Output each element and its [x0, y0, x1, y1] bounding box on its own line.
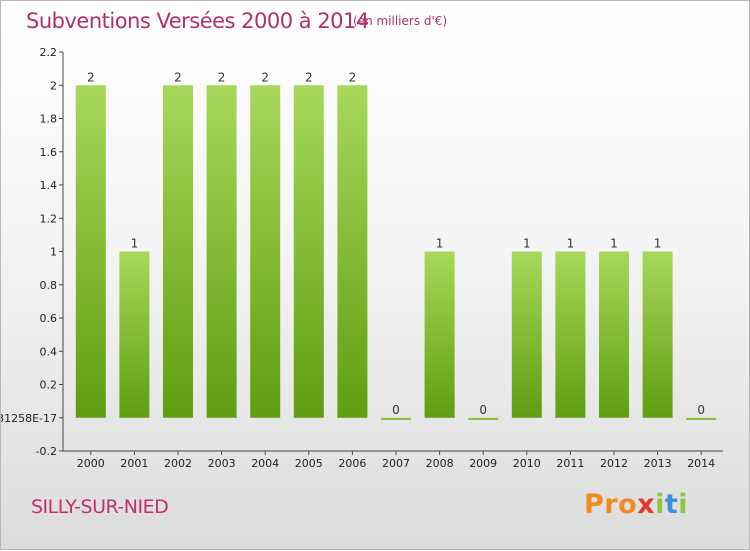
bar [599, 251, 629, 418]
bar [119, 251, 150, 418]
x-tick-label: 2006 [338, 457, 366, 470]
x-tick-label: 2012 [600, 457, 628, 470]
unit-note: (en milliers d'€) [353, 14, 448, 28]
y-tick-label: 0.8 [40, 279, 58, 292]
x-tick-label: 2008 [426, 457, 454, 470]
y-tick-label: 2 [50, 79, 57, 92]
bar [337, 85, 368, 418]
x-tick-label: 2003 [208, 457, 236, 470]
bar [163, 85, 193, 418]
proxiti-logo: Proxiti [584, 489, 689, 520]
bar-data-label: 1 [523, 237, 531, 251]
bar [381, 417, 411, 420]
y-tick-label: 1.2 [40, 212, 58, 225]
y-tick-label: 0.6 [40, 312, 58, 325]
chart-title: Subventions Versées 2000 à 2014 [26, 9, 369, 33]
bar [424, 251, 455, 418]
bar [555, 251, 586, 418]
y-tick-label: -0.2 [36, 445, 57, 458]
bar-data-label: 2 [87, 70, 95, 84]
bar-data-label: 0 [479, 403, 487, 417]
bar-data-label: 1 [610, 237, 618, 251]
y-tick-label: 1.6 [40, 146, 58, 159]
x-tick-label: 2010 [513, 457, 541, 470]
bar [206, 85, 237, 418]
x-tick-label: 2004 [251, 457, 279, 470]
x-tick-label: 2007 [382, 457, 410, 470]
y-tick-label: 2.2 [40, 46, 58, 59]
x-tick-label: 2005 [295, 457, 323, 470]
x-tick-label: 2011 [556, 457, 584, 470]
y-tick-label: 1.8 [40, 113, 58, 126]
y-tick-label: 0.2 [40, 379, 58, 392]
bar-data-label: 2 [349, 70, 357, 84]
x-tick-label: 2013 [644, 457, 672, 470]
x-tick-label: 2001 [120, 457, 148, 470]
bar-data-label: 0 [392, 403, 400, 417]
bar-data-label: 2 [218, 70, 226, 84]
y-tick-label: 1.4 [40, 179, 58, 192]
bar [293, 85, 324, 418]
bar-data-label: 2 [261, 70, 269, 84]
bar-data-label: 1 [654, 237, 662, 251]
bar-data-label: 1 [131, 237, 139, 251]
bar [250, 85, 281, 418]
y-tick-label: 0.4 [40, 345, 58, 358]
bar [468, 417, 499, 420]
bar [75, 85, 106, 418]
x-tick-label: 2009 [469, 457, 497, 470]
y-tick-label: 1 [50, 246, 57, 259]
bar-data-label: 1 [567, 237, 575, 251]
bar-data-label: 1 [436, 237, 444, 251]
bar [686, 417, 717, 420]
x-tick-label: 2014 [687, 457, 715, 470]
x-tick-label: 2000 [77, 457, 105, 470]
bar-data-label: 0 [697, 403, 705, 417]
y-tick-label: -5.5511151231258E-17 [1, 412, 57, 425]
bar [642, 251, 673, 418]
bar [511, 251, 542, 418]
bar-data-label: 2 [174, 70, 182, 84]
x-tick-label: 2002 [164, 457, 192, 470]
bar-data-label: 2 [305, 70, 313, 84]
commune-name: SILLY-SUR-NIED [31, 496, 169, 518]
